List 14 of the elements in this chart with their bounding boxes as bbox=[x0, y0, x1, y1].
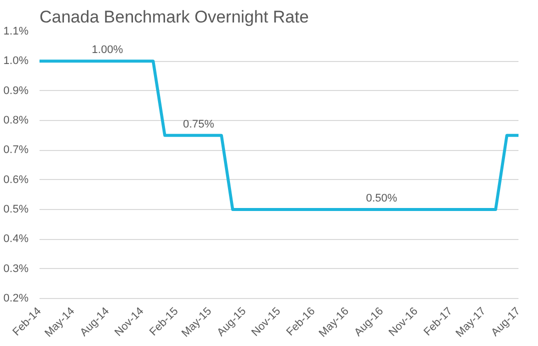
y-tick-label: 0.9% bbox=[3, 84, 29, 97]
y-tick-label: 0.7% bbox=[3, 144, 29, 156]
y-tick-label: 0.4% bbox=[3, 233, 29, 246]
annotation: 0.50% bbox=[366, 192, 398, 204]
y-tick-label: 0.6% bbox=[3, 174, 29, 186]
y-tick-label: 1.0% bbox=[3, 55, 29, 68]
y-tick-label: 0.2% bbox=[3, 292, 29, 304]
y-tick-label: 1.1% bbox=[3, 26, 29, 38]
y-tick-label: 0.5% bbox=[3, 204, 29, 216]
y-tick-label: 0.8% bbox=[3, 114, 29, 126]
annotation: 0.75% bbox=[182, 118, 214, 130]
y-tick-label: 0.3% bbox=[3, 262, 29, 275]
annotation: 1.00% bbox=[92, 44, 124, 56]
chart-title: Canada Benchmark Overnight Rate bbox=[40, 8, 309, 26]
